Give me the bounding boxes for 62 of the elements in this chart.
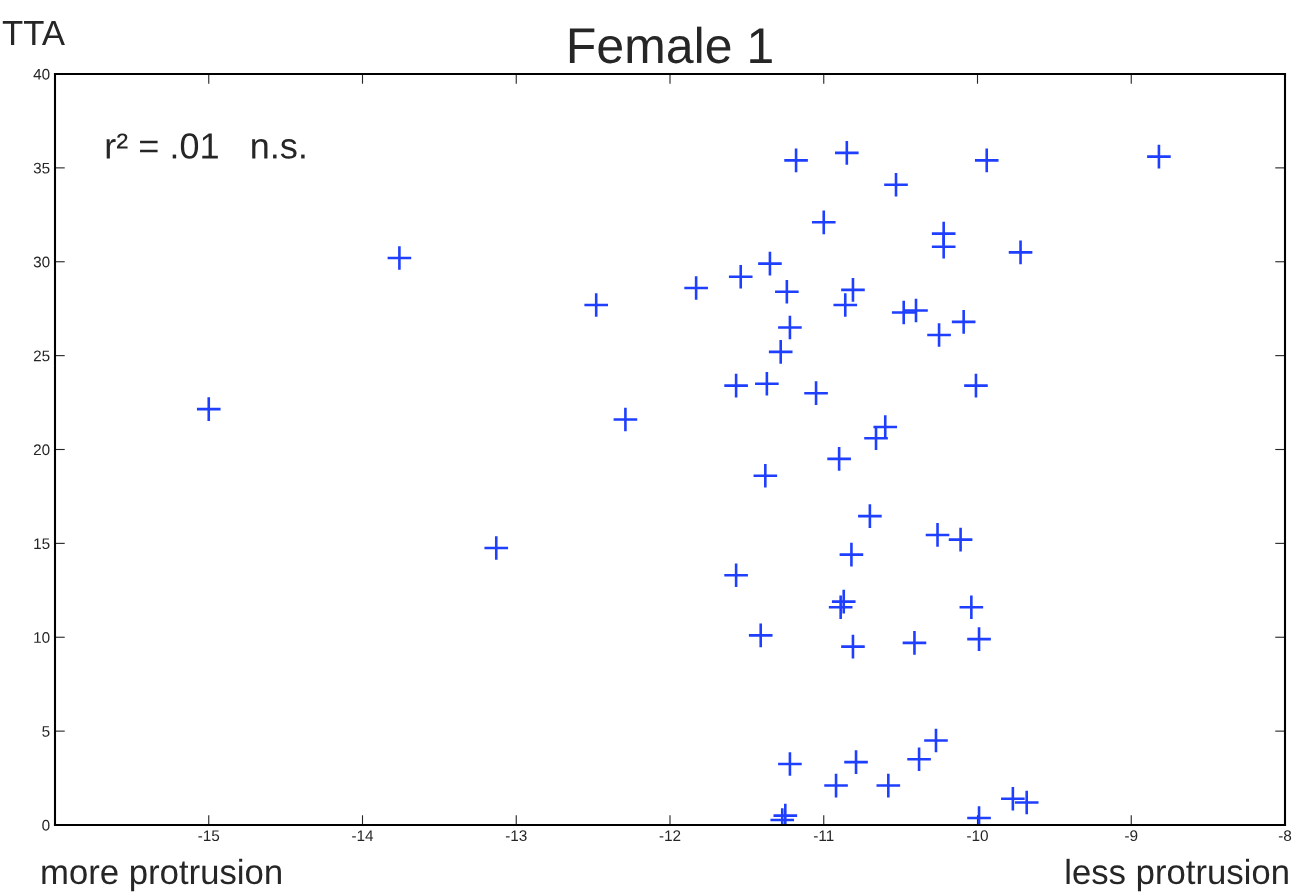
point (758, 251, 782, 276)
point (925, 523, 950, 547)
point (876, 773, 901, 798)
y-tick-label: 20 (33, 444, 50, 456)
point (1014, 790, 1039, 815)
x-tick-label: -15 (198, 830, 220, 842)
x-tick-label: -11 (813, 830, 834, 841)
point (748, 623, 773, 648)
y-tick-label: 15 (34, 538, 50, 550)
point (613, 407, 638, 432)
x-tick-label: -10 (967, 830, 988, 842)
point (775, 279, 799, 304)
annotation: r² = .01 n.s. (106, 133, 305, 159)
x-tick-label: -14 (352, 830, 374, 841)
point (778, 315, 802, 340)
point (728, 264, 753, 289)
y-axis-title: TTA (2, 21, 65, 45)
point (924, 728, 948, 753)
point (811, 210, 836, 235)
chart-title: Female 1 (569, 26, 772, 64)
point (931, 234, 956, 259)
point (755, 371, 779, 396)
point (841, 634, 865, 659)
point (902, 631, 927, 655)
y-tick-label: 35 (33, 162, 50, 174)
x-tick-label: -8 (1278, 830, 1292, 842)
x-tick-label: -13 (505, 830, 527, 842)
point (907, 747, 931, 772)
y-tick-label: 30 (33, 256, 50, 268)
point (196, 397, 221, 421)
point (724, 563, 748, 588)
point (784, 148, 808, 173)
x-tick-label: -12 (659, 830, 681, 841)
point (753, 463, 778, 488)
point (724, 373, 748, 398)
point (1001, 786, 1025, 811)
point (768, 340, 793, 364)
y-tick-label: 10 (34, 632, 50, 643)
point (951, 310, 976, 334)
point (884, 172, 908, 197)
point (831, 589, 856, 614)
point (904, 298, 928, 323)
text: more protrusion (42, 858, 281, 892)
point (948, 527, 973, 552)
point (959, 595, 984, 620)
point (873, 415, 898, 439)
point (974, 148, 999, 173)
point (1147, 144, 1171, 169)
x-tick-label: -9 (1125, 830, 1138, 842)
point (1008, 240, 1033, 265)
point (964, 373, 988, 398)
point (839, 542, 864, 567)
y-tick-label: 25 (33, 350, 50, 362)
point (824, 773, 848, 798)
point (833, 293, 858, 317)
text: less protrusion (1066, 858, 1288, 892)
y-tick-label: 40 (33, 68, 50, 80)
y-tick-label: 5 (42, 726, 50, 737)
y-tick-label: 0 (42, 819, 50, 831)
point (484, 536, 509, 560)
point (773, 803, 798, 825)
point (387, 246, 412, 270)
